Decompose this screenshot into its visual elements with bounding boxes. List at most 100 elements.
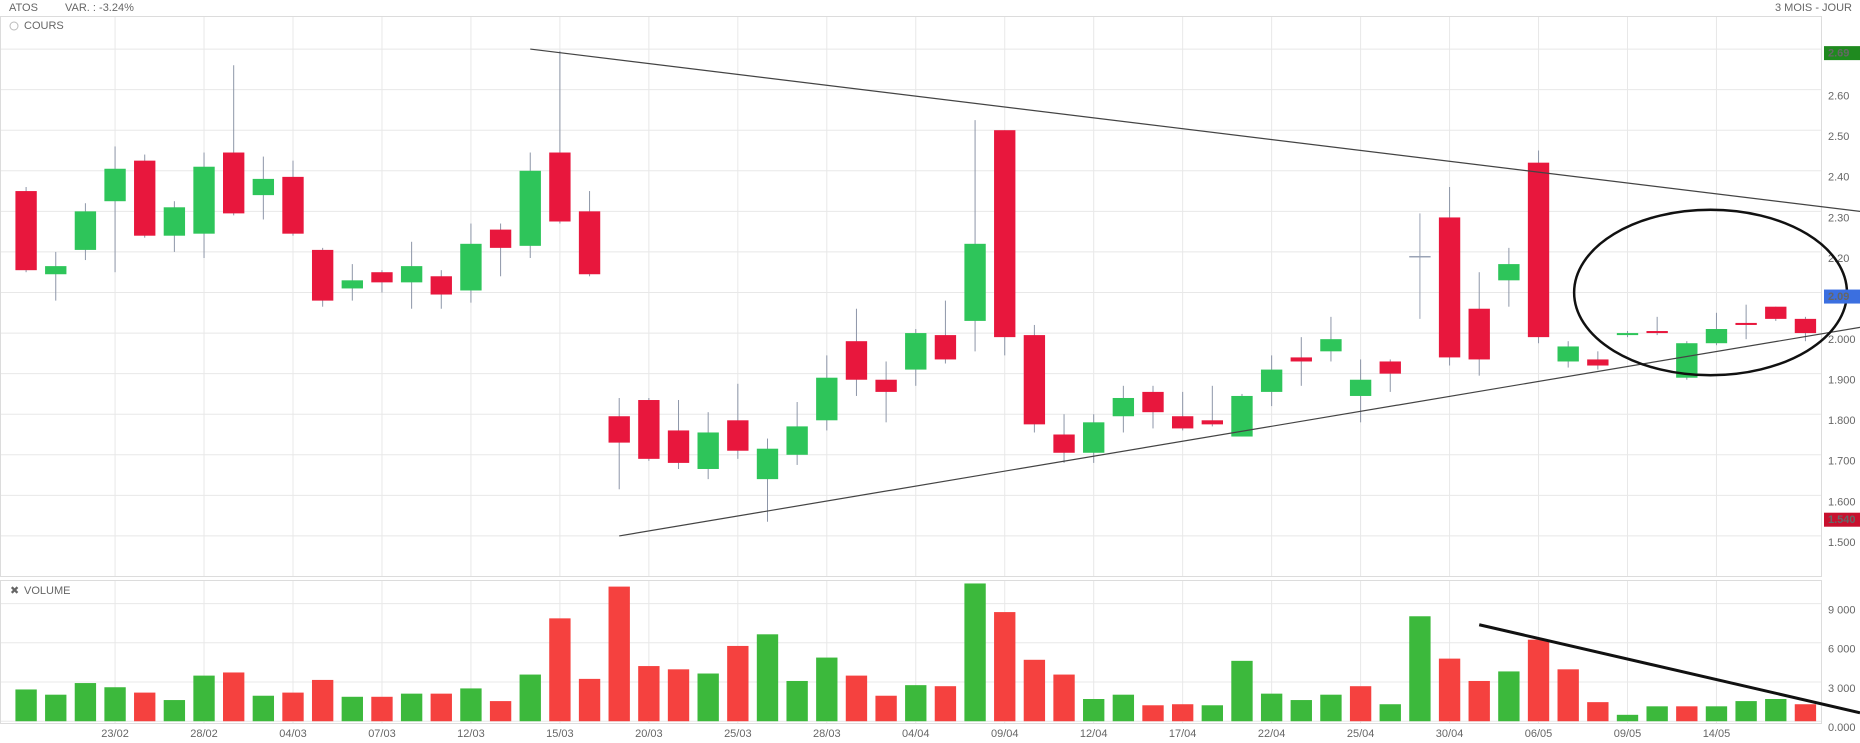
volume-bar (786, 680, 808, 722)
candle-body (134, 160, 156, 236)
volume-bar (460, 688, 482, 722)
candle-body (786, 426, 808, 455)
panel-icon (9, 21, 19, 31)
volume-bar (400, 693, 423, 722)
volume-bar (1616, 714, 1639, 722)
volume-bar (727, 645, 749, 722)
volume-bar (1468, 680, 1490, 722)
volume-bar (430, 693, 452, 722)
volume-bar (223, 672, 245, 722)
candle-body (905, 333, 927, 370)
x-tick-label: 09/04 (991, 728, 1019, 740)
volume-bar (1498, 671, 1520, 722)
price-badge-label: 2.09 (1828, 291, 1849, 303)
volume-bar (934, 686, 957, 722)
y-tick-label: 1.900 (1828, 375, 1856, 387)
candle-body (1735, 322, 1757, 325)
candle-body (1557, 346, 1579, 362)
candle-body (519, 170, 541, 246)
volume-bar (875, 695, 897, 722)
volume-bar (1231, 660, 1253, 722)
volume-bar (282, 692, 304, 722)
volume-bar (311, 679, 334, 722)
candle-body (1616, 333, 1639, 336)
volume-bar (905, 685, 927, 722)
y-tick-label: 2.60 (1828, 91, 1849, 103)
candle-body (1409, 255, 1431, 258)
y-tick-label: 1.700 (1828, 456, 1856, 468)
y-tick-label: 2.30 (1828, 212, 1849, 224)
candle-body (163, 207, 186, 236)
candle-body (400, 266, 423, 283)
volume-bar (697, 673, 719, 722)
volume-bar (1320, 694, 1342, 722)
candle-body (697, 432, 719, 469)
candle-body (1201, 420, 1223, 425)
candle-body (45, 266, 67, 275)
x-tick-label: 25/03 (724, 728, 752, 740)
x-tick-label: 04/03 (279, 728, 307, 740)
price-badge (1824, 289, 1860, 304)
volume-bar (756, 634, 779, 722)
volume-bar (1379, 704, 1401, 722)
candle-body (1349, 379, 1372, 396)
trendline (1478, 623, 1860, 715)
candle-body (1231, 395, 1253, 437)
volume-bar (1587, 702, 1609, 722)
candle-body (667, 430, 690, 463)
price-badge-label: 1.540 (1828, 514, 1856, 526)
y-tick-label: 2.40 (1828, 172, 1849, 184)
volume-bar (1646, 706, 1668, 722)
volume-bar (74, 683, 97, 722)
y-tick-label: 9 000 (1828, 604, 1856, 616)
x-tick-label: 12/03 (457, 728, 485, 740)
candle-body (1587, 359, 1609, 366)
volume-bar (1735, 701, 1757, 722)
change: VAR. : -3.24% (65, 2, 134, 14)
volume-bar (1112, 694, 1135, 722)
candle-body (964, 243, 986, 321)
volume-bar (1705, 706, 1728, 722)
volume-bar (1201, 705, 1223, 722)
candle-body (994, 130, 1016, 338)
candle-body (816, 377, 838, 421)
candle-body (1379, 361, 1401, 374)
volume-bar (193, 675, 215, 722)
candle-body (1260, 369, 1283, 392)
y-tick-label: 2.50 (1828, 131, 1849, 143)
candle-body (1112, 397, 1135, 417)
volume-bar (341, 696, 363, 722)
volume-bar (1765, 699, 1787, 722)
y-tick-label: 0.000 (1828, 722, 1856, 734)
volume-bar (1794, 704, 1817, 722)
period: 3 MOIS - JOUR (1775, 2, 1852, 14)
trendline (530, 48, 1860, 212)
candle-body (74, 211, 97, 250)
candle-body (1142, 391, 1164, 413)
candle-body (1794, 318, 1817, 334)
candle-body (727, 420, 749, 451)
x-tick-label: 23/02 (101, 728, 129, 740)
candle-body (1083, 422, 1105, 453)
candle-body (460, 243, 482, 291)
y-tick-label: 2.000 (1828, 334, 1856, 346)
candle-body (1171, 416, 1194, 429)
y-tick-label: 1.600 (1828, 496, 1856, 508)
volume-bar (994, 612, 1016, 722)
candle-body (311, 249, 334, 301)
panel-icon: ✖ (10, 585, 19, 597)
y-tick-label: 1.500 (1828, 537, 1856, 549)
ticker: ATOS (9, 2, 38, 14)
volume-bar (1557, 669, 1579, 722)
candle-body (489, 229, 512, 248)
x-tick-label: 25/04 (1347, 728, 1375, 740)
volume-bar (845, 675, 868, 722)
candle-body (1320, 339, 1342, 352)
candle-body (371, 272, 393, 283)
volume-bar (1527, 639, 1550, 722)
y-tick-label: 3 000 (1828, 683, 1856, 695)
volume-bar (1053, 674, 1075, 722)
volume-bar (163, 700, 186, 722)
candle-body (282, 176, 304, 234)
volume-bar (489, 701, 512, 722)
